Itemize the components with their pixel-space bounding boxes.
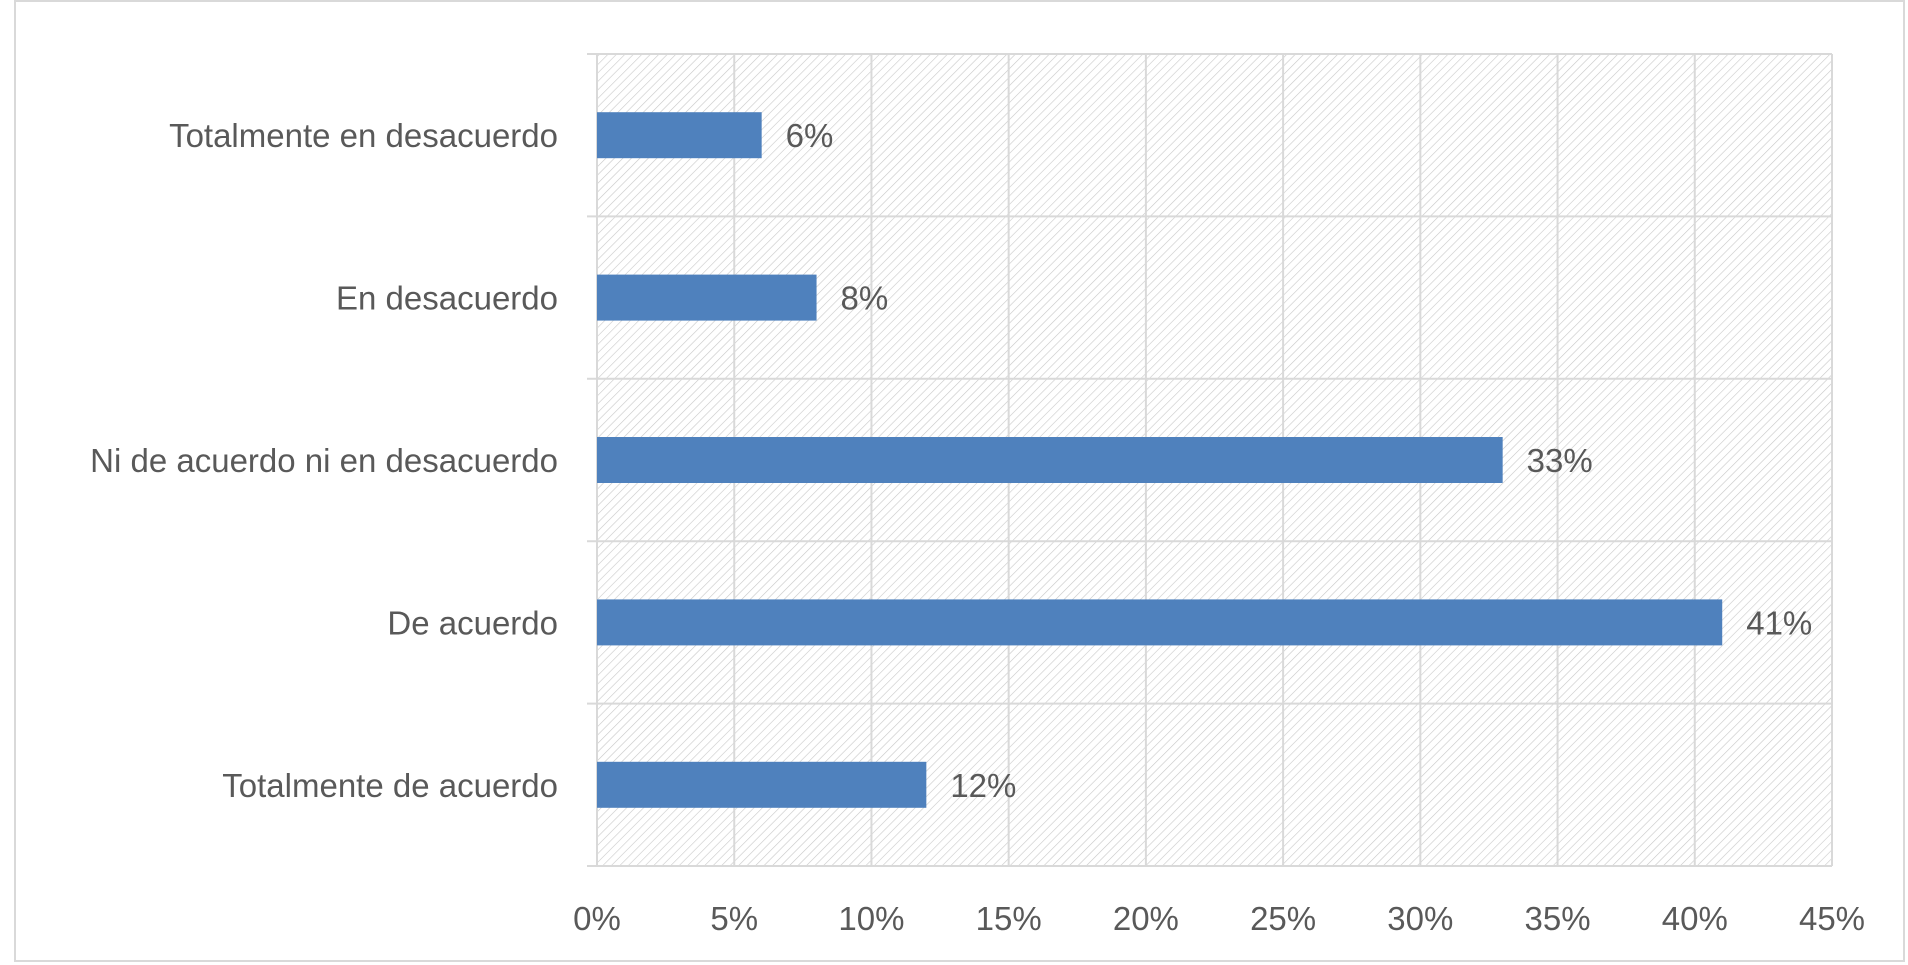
labels: 6% Totalmente en desacuerdo 8% En desacuerd…: [90, 117, 1865, 937]
category-label: Totalmente de acuerdo: [222, 767, 558, 804]
x-tick-label: 25%: [1250, 900, 1316, 937]
x-tick-label: 10%: [838, 900, 904, 937]
bar: [597, 761, 927, 808]
bar: [597, 112, 762, 159]
bar: [597, 599, 1723, 646]
bar: [597, 437, 1503, 483]
category-label: Totalmente en desacuerdo: [169, 117, 558, 154]
data-label: 33%: [1527, 442, 1593, 479]
x-tick-label: 30%: [1387, 900, 1453, 937]
x-tick-label: 20%: [1113, 900, 1179, 937]
data-label: 8%: [841, 280, 889, 317]
x-tick-label: 5%: [710, 900, 758, 937]
data-label: 12%: [950, 767, 1016, 804]
data-label: 41%: [1746, 604, 1812, 641]
x-tick-label: 40%: [1662, 900, 1728, 937]
category-label: En desacuerdo: [336, 280, 558, 317]
bar: [597, 274, 817, 321]
data-label: 6%: [786, 117, 834, 154]
bars: [597, 112, 1723, 808]
x-tick-label: 0%: [573, 900, 621, 937]
x-tick-label: 35%: [1525, 900, 1591, 937]
x-tick-label: 45%: [1799, 900, 1865, 937]
category-label: De acuerdo: [387, 604, 558, 641]
category-label: Ni de acuerdo ni en desacuerdo: [90, 442, 558, 479]
x-tick-label: 15%: [976, 900, 1042, 937]
